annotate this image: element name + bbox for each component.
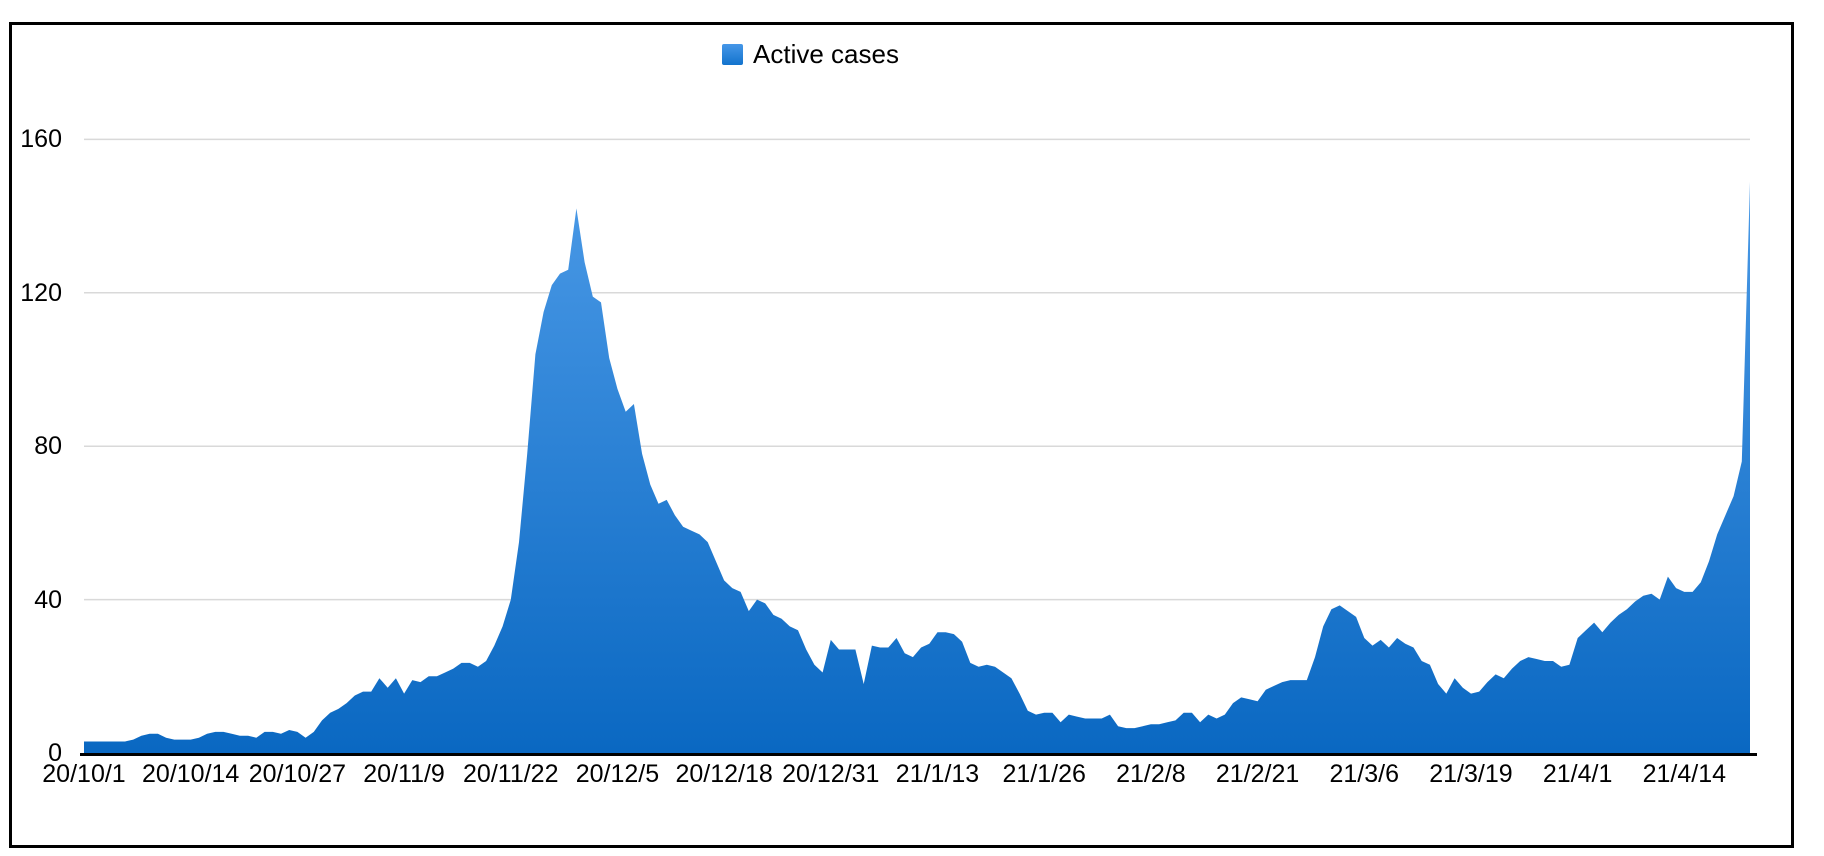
legend-label: Active cases xyxy=(753,39,899,69)
x-axis-tick-label-21-4-1: 21/4/1 xyxy=(1542,760,1613,788)
x-axis-tick-label-20-11-22: 20/11/22 xyxy=(463,760,559,788)
x-axis-tick-label-21-3-19: 21/3/19 xyxy=(1429,760,1513,788)
x-axis-tick-label-21-3-6: 21/3/6 xyxy=(1329,760,1400,788)
legend: Active cases xyxy=(722,39,899,69)
legend-color-swatch-icon xyxy=(722,43,743,65)
x-axis-tick-label-20-10-1: 20/10/1 xyxy=(42,760,126,788)
x-axis-tick-label-21-4-14: 21/4/14 xyxy=(1642,760,1727,788)
x-axis-tick-label-21-1-13: 21/1/13 xyxy=(895,760,980,788)
y-axis-tick-label-160: 160 xyxy=(20,125,62,154)
y-axis-tick-label-40: 40 xyxy=(34,585,62,614)
active-cases-area-series xyxy=(84,181,1750,754)
y-axis-tick-label-120: 120 xyxy=(20,278,62,307)
x-axis-tick-label-20-12-18: 20/12/18 xyxy=(675,760,773,788)
x-axis-tick-label-21-2-21: 21/2/21 xyxy=(1215,760,1300,788)
x-axis-tick-label-20-10-27: 20/10/27 xyxy=(248,760,347,788)
x-axis-tick-label-21-1-26: 21/1/26 xyxy=(1002,760,1086,788)
y-axis-tick-label-80: 80 xyxy=(34,432,62,461)
x-axis-tick-label-20-12-31: 20/12/31 xyxy=(782,760,880,788)
y-axis-tick-label-0: 0 xyxy=(48,739,62,767)
x-axis-tick-label-20-11-9: 20/11/9 xyxy=(363,760,445,788)
x-axis-tick-label-20-10-14: 20/10/14 xyxy=(142,760,240,788)
x-axis-tick-label-21-2-8: 21/2/8 xyxy=(1116,760,1186,788)
x-axis-tick-label-20-12-5: 20/12/5 xyxy=(575,760,660,788)
